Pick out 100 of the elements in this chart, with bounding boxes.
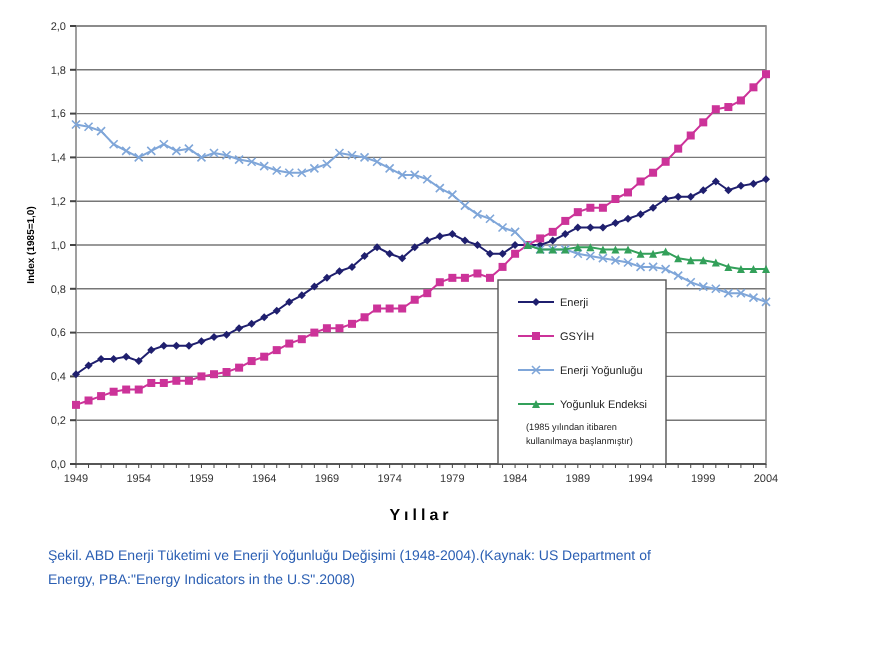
point	[109, 387, 118, 396]
point	[322, 273, 331, 282]
point	[598, 203, 607, 212]
point	[310, 328, 319, 337]
point	[486, 273, 494, 282]
point	[636, 177, 645, 186]
point	[510, 227, 520, 237]
point	[423, 236, 432, 245]
point	[762, 70, 770, 79]
point	[573, 208, 582, 217]
point	[485, 213, 495, 224]
point	[360, 313, 369, 322]
point	[235, 324, 244, 333]
point	[259, 161, 269, 171]
point	[473, 269, 482, 278]
point	[147, 346, 156, 355]
point	[448, 230, 457, 239]
point	[184, 376, 193, 385]
point	[184, 341, 193, 350]
point	[423, 289, 432, 298]
point	[133, 152, 144, 163]
point	[699, 186, 708, 195]
point	[422, 174, 433, 185]
point	[448, 273, 457, 282]
point	[498, 249, 507, 258]
x-axis-title: Yıllar	[389, 506, 453, 524]
point	[134, 385, 143, 394]
point	[222, 368, 231, 377]
point	[122, 385, 131, 394]
point	[724, 103, 733, 112]
point	[761, 297, 771, 307]
point	[586, 223, 595, 232]
point	[72, 370, 80, 379]
point	[272, 346, 281, 355]
point	[108, 139, 119, 150]
point	[636, 249, 645, 258]
point	[586, 203, 595, 212]
point	[285, 339, 294, 348]
point	[260, 352, 269, 361]
point	[297, 291, 306, 300]
point	[749, 265, 758, 274]
point	[373, 243, 382, 252]
point	[172, 341, 181, 350]
point	[661, 157, 670, 166]
point	[384, 163, 395, 174]
point	[398, 304, 407, 313]
point	[724, 262, 733, 271]
point	[748, 292, 759, 303]
point	[460, 236, 469, 245]
point	[498, 262, 507, 271]
point	[72, 400, 80, 409]
point	[222, 330, 231, 339]
point	[84, 396, 93, 405]
point	[260, 313, 269, 322]
point	[122, 352, 131, 361]
point	[611, 195, 620, 204]
point	[711, 258, 720, 267]
point	[561, 230, 570, 239]
point	[674, 254, 683, 263]
point	[460, 273, 469, 282]
point	[96, 126, 106, 136]
point	[473, 241, 482, 249]
point	[197, 337, 206, 346]
point	[172, 376, 181, 385]
point	[285, 297, 294, 306]
point	[385, 304, 394, 313]
point	[673, 270, 683, 281]
point	[109, 354, 118, 363]
point	[711, 105, 720, 114]
point	[548, 236, 557, 245]
point	[322, 324, 331, 333]
point	[398, 254, 407, 263]
point	[159, 139, 169, 150]
point	[385, 249, 394, 258]
point	[309, 163, 320, 174]
point	[736, 96, 745, 105]
point	[121, 146, 131, 156]
point	[447, 189, 458, 200]
point	[373, 304, 382, 313]
point	[598, 223, 607, 232]
point	[196, 152, 207, 163]
point	[134, 357, 143, 366]
point	[486, 249, 494, 258]
point	[322, 159, 332, 169]
point	[561, 216, 570, 225]
point	[736, 181, 745, 190]
point	[536, 234, 545, 243]
point	[661, 195, 670, 204]
point	[624, 245, 632, 254]
point	[335, 267, 344, 276]
point	[410, 243, 419, 252]
point	[685, 277, 696, 288]
point	[197, 372, 206, 381]
point	[736, 265, 745, 274]
point	[674, 192, 683, 201]
point	[435, 183, 445, 193]
point	[360, 251, 369, 260]
point	[147, 378, 156, 387]
point	[724, 186, 733, 195]
point	[636, 210, 645, 219]
